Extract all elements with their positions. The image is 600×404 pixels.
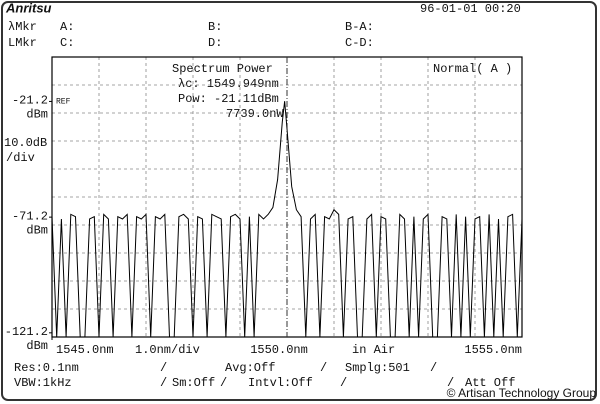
x-tick-label: 1550.0nm bbox=[250, 343, 308, 357]
status-item: / bbox=[160, 361, 167, 375]
marker-c: C: bbox=[60, 36, 74, 50]
annotation: 7739.0nW bbox=[226, 107, 284, 121]
status-item: Avg:Off bbox=[225, 361, 275, 375]
marker-d: D: bbox=[208, 36, 222, 50]
marker-a: A: bbox=[60, 20, 74, 34]
marker-diff: C-D: bbox=[345, 36, 374, 50]
status-item: Res:0.1nm bbox=[14, 361, 79, 375]
y-tick-label: -71.2 bbox=[12, 209, 48, 223]
x-div: 1.0nm/div bbox=[135, 343, 200, 357]
marker-diff: B-A: bbox=[345, 20, 374, 34]
y-tick-label: -21.2 bbox=[12, 94, 48, 108]
y-tick-label: -121.2 bbox=[5, 325, 48, 339]
marker-label: LMkr bbox=[8, 36, 37, 50]
marker-label: λMkr bbox=[8, 20, 37, 34]
x-tick-label: 1555.0nm bbox=[464, 343, 522, 357]
annotation: Pow: -21.11dBm bbox=[178, 92, 279, 106]
y-unit: dBm bbox=[26, 108, 48, 122]
status-item: / bbox=[220, 376, 227, 390]
mode: Normal( A ) bbox=[433, 62, 512, 76]
annotation: Spectrum Power bbox=[172, 62, 273, 76]
y-unit: dBm bbox=[26, 223, 48, 237]
annotation: λc: 1549.949nm bbox=[178, 77, 279, 91]
datetime: 96-01-01 00:20 bbox=[420, 2, 521, 16]
medium: in Air bbox=[352, 343, 395, 357]
status-bar: Res:0.1nm / Avg:Off / Smplg:501/VBW:1kHz / Sm:… bbox=[14, 361, 515, 390]
status-item: / bbox=[447, 376, 454, 390]
trace bbox=[51, 101, 523, 338]
ref-label: REF bbox=[56, 98, 71, 107]
status-item: / bbox=[160, 376, 167, 390]
status-item: / bbox=[320, 361, 327, 375]
x-tick-label: 1545.0nm bbox=[56, 343, 114, 357]
status-item: / bbox=[430, 361, 437, 375]
status-item: Smplg:501 bbox=[345, 361, 410, 375]
status-item: Sm:Off bbox=[172, 376, 215, 390]
status-item: Att Off bbox=[465, 376, 515, 390]
status-item: VBW:1kHz bbox=[14, 376, 72, 390]
status-item: Intvl:Off bbox=[248, 376, 313, 390]
scale: 10.0dB bbox=[4, 136, 47, 150]
status-item: / bbox=[340, 376, 347, 390]
watermark: © Artisan Technology Group bbox=[447, 386, 597, 400]
logo: Anritsu bbox=[5, 0, 52, 15]
scale-unit: /div bbox=[6, 151, 35, 165]
y-unit: dBm bbox=[26, 339, 48, 353]
marker-b: B: bbox=[208, 20, 222, 34]
